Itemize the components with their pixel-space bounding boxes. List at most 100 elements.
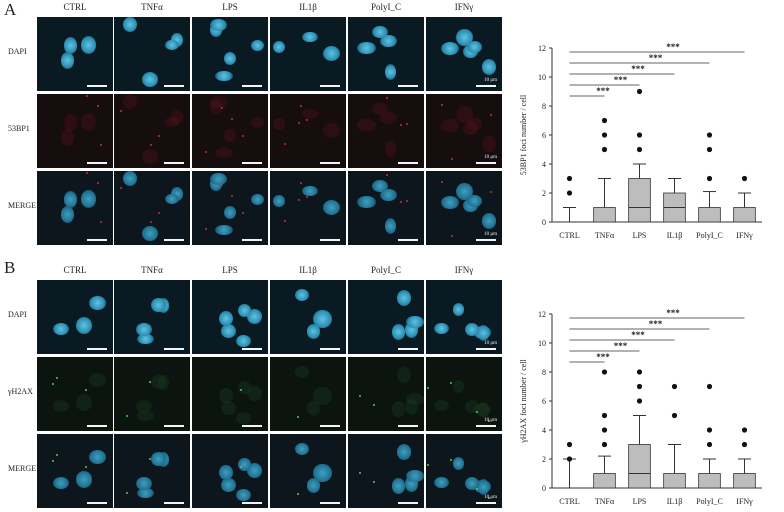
x-tick-label: TNFα	[595, 497, 615, 506]
nucleus	[380, 34, 397, 48]
nucleus	[441, 119, 459, 133]
nucleus	[214, 147, 234, 159]
nucleus	[272, 118, 285, 130]
scale-bar	[242, 239, 262, 241]
y-tick-label: 6	[542, 131, 546, 140]
nucleus	[467, 194, 483, 207]
nucleus	[467, 40, 483, 53]
focus-dot	[450, 458, 453, 461]
scale-bar	[398, 85, 418, 87]
micrograph-tile	[37, 434, 113, 508]
nucleus	[218, 310, 233, 327]
focus-dot	[306, 196, 309, 199]
outlier-point	[566, 190, 573, 196]
nucleus	[221, 323, 236, 338]
nucleus	[209, 99, 223, 114]
focus-dot	[125, 492, 128, 495]
nucleus	[456, 105, 473, 124]
scale-bar	[320, 348, 340, 350]
nucleus	[88, 372, 107, 387]
nucleus	[235, 488, 251, 501]
scale-bar	[320, 502, 340, 504]
scale-bar	[242, 162, 262, 164]
significance-label: ***	[631, 64, 645, 74]
column-header: IL1β	[299, 2, 317, 12]
nucleus	[251, 194, 264, 206]
nucleus	[302, 31, 318, 43]
micrograph-tile	[348, 171, 424, 245]
row-label: DAPI	[8, 47, 27, 56]
nucleus	[433, 322, 450, 334]
focus-dot	[158, 134, 161, 137]
nucleus	[61, 128, 75, 147]
nucleus	[214, 224, 234, 236]
micrograph-tile	[192, 94, 268, 168]
outlier-point	[601, 412, 608, 419]
scale-label: 10 μm	[484, 78, 497, 83]
box	[698, 207, 721, 223]
outlier-point	[601, 132, 608, 138]
scale-bar	[164, 239, 184, 241]
micrograph-tile	[37, 17, 113, 91]
nucleus	[474, 403, 492, 417]
nucleus	[61, 51, 75, 70]
focus-dot	[239, 466, 242, 469]
micrograph-tile	[114, 280, 190, 354]
scale-bar	[398, 502, 418, 504]
micrograph-tile	[348, 280, 424, 354]
nucleus	[123, 17, 138, 32]
nucleus	[272, 195, 285, 207]
x-tick-label: CTRL	[559, 231, 580, 240]
scale-label: 10 μm	[484, 495, 497, 500]
nucleus	[141, 225, 159, 241]
nucleus	[433, 476, 450, 488]
micrograph-tile: 10 μm	[426, 94, 502, 168]
focus-dot	[426, 463, 429, 466]
nucleus	[150, 374, 166, 390]
scale-bar	[87, 239, 107, 241]
micrograph-tile	[114, 94, 190, 168]
outlier-point	[636, 369, 643, 375]
significance-label: ***	[614, 75, 628, 85]
nucleus	[246, 386, 262, 402]
nucleus	[209, 172, 227, 186]
x-tick-label: IL1β	[667, 231, 683, 240]
nucleus	[294, 366, 309, 378]
scale-bar	[242, 348, 262, 350]
nucleus	[396, 444, 411, 460]
scale-bar	[242, 85, 262, 87]
nucleus	[221, 400, 236, 415]
nucleus	[465, 400, 480, 414]
nucleus	[441, 42, 459, 56]
y-tick-label: 10	[538, 339, 546, 348]
micrograph-tile: 10 μm	[426, 17, 502, 91]
nucleus	[223, 206, 237, 220]
focus-dot	[450, 381, 453, 384]
outlier-point	[706, 175, 713, 182]
focus-dot	[119, 109, 122, 112]
scale-bar	[164, 425, 184, 427]
focus-dot	[489, 190, 492, 193]
y-axis-label: 53BP1 foci number / cell	[519, 94, 528, 175]
nucleus	[406, 316, 424, 329]
row-label: MERGE	[8, 464, 36, 473]
focus-dot	[119, 186, 122, 189]
nucleus	[165, 193, 180, 204]
nucleus	[481, 135, 497, 152]
micrograph-tile	[192, 171, 268, 245]
focus-dot	[450, 158, 453, 161]
outlier-point	[601, 441, 608, 448]
nucleus	[64, 190, 78, 209]
box-plot-53bp1: 0 2 4 6 8 10 12 53BP1 foci number / cell CTRL TNF…	[519, 42, 762, 240]
significance-label: ***	[649, 319, 663, 329]
micrograph-tile	[270, 434, 346, 508]
nucleus	[392, 478, 405, 494]
nucleus	[137, 411, 154, 422]
scale-bar	[164, 348, 184, 350]
nucleus	[171, 186, 183, 201]
nucleus	[165, 116, 180, 127]
scale-bar	[320, 425, 340, 427]
row-label: 53BP1	[8, 124, 30, 133]
nucleus	[52, 476, 70, 490]
outlier-point	[601, 146, 608, 153]
